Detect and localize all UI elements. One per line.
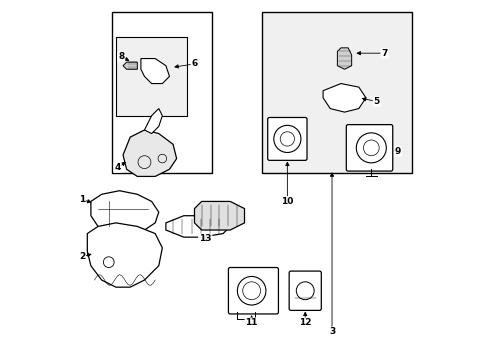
Text: 5: 5: [373, 97, 379, 106]
Polygon shape: [194, 202, 244, 230]
Polygon shape: [123, 130, 176, 176]
Polygon shape: [91, 191, 159, 234]
Text: 6: 6: [191, 59, 197, 68]
Polygon shape: [323, 84, 365, 112]
Text: 4: 4: [114, 163, 121, 172]
Text: 1: 1: [79, 195, 85, 204]
Text: 11: 11: [245, 318, 257, 327]
Bar: [116, 37, 187, 116]
Text: 8: 8: [118, 52, 124, 61]
FancyBboxPatch shape: [228, 267, 278, 314]
Polygon shape: [141, 59, 169, 84]
Text: 2: 2: [79, 252, 85, 261]
Polygon shape: [165, 216, 230, 237]
Polygon shape: [123, 62, 137, 69]
Text: 7: 7: [381, 49, 387, 58]
Text: 9: 9: [394, 147, 401, 156]
Text: 3: 3: [328, 327, 334, 336]
Bar: [112, 12, 212, 173]
Polygon shape: [144, 109, 162, 134]
Text: 13: 13: [199, 234, 211, 243]
Bar: [262, 12, 411, 173]
Text: 12: 12: [298, 318, 311, 327]
FancyBboxPatch shape: [346, 125, 392, 171]
Polygon shape: [337, 48, 351, 69]
Text: 10: 10: [281, 197, 293, 206]
FancyBboxPatch shape: [267, 117, 306, 160]
Polygon shape: [87, 223, 162, 287]
FancyBboxPatch shape: [288, 271, 321, 310]
